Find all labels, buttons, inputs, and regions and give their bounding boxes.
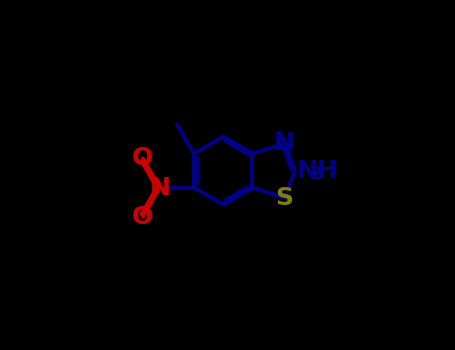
Text: N: N bbox=[274, 131, 295, 155]
Text: NH: NH bbox=[297, 159, 339, 183]
Text: O: O bbox=[132, 205, 153, 229]
Text: O: O bbox=[132, 146, 153, 170]
Text: 2: 2 bbox=[310, 165, 323, 183]
Text: N: N bbox=[149, 176, 170, 199]
Text: S: S bbox=[276, 186, 293, 210]
